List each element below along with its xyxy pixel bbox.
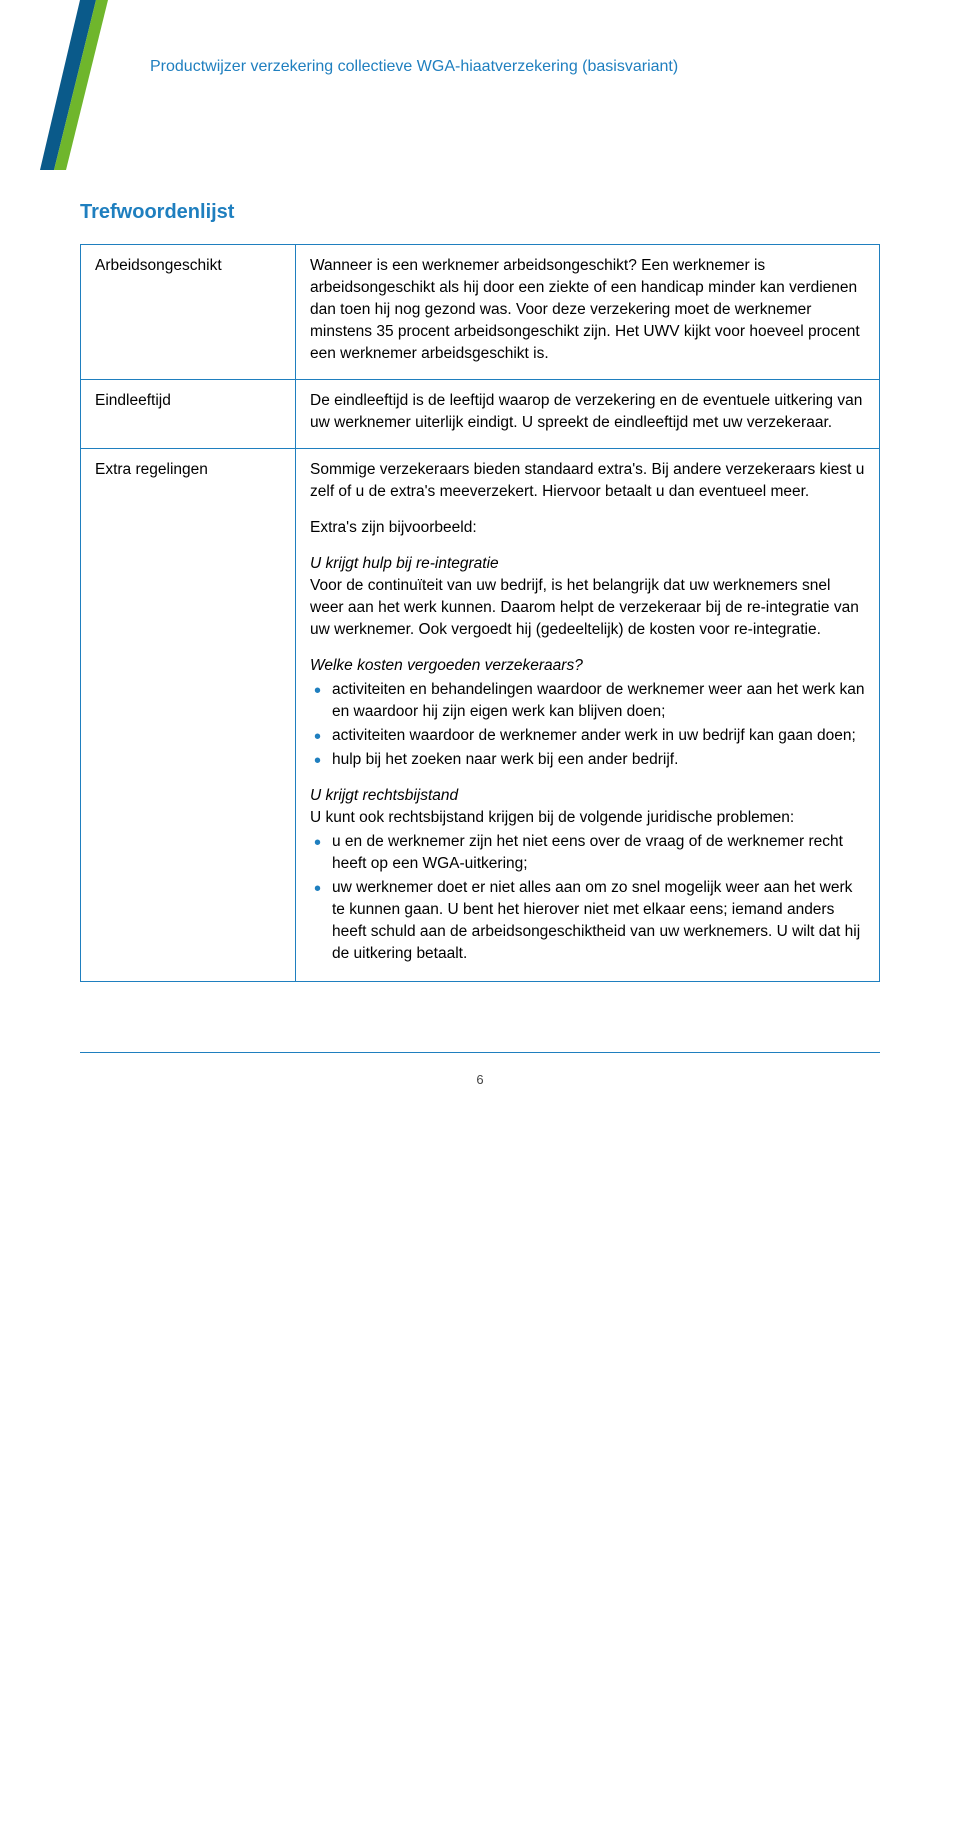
subsection-body: Voor de continuïteit van uw bedrijf, is … (310, 577, 859, 638)
document-page: Productwijzer verzekering collectieve WG… (0, 0, 960, 1130)
glossary-definition: De eindleeftijd is de leeftijd waarop de… (296, 380, 880, 449)
document-title: Productwijzer verzekering collectieve WG… (150, 56, 678, 79)
glossary-term: Eindleeftijd (81, 380, 296, 449)
section-heading: Trefwoordenlijst (80, 198, 880, 226)
table-row: Arbeidsongeschikt Wanneer is een werknem… (81, 245, 880, 380)
footer-divider (80, 1052, 880, 1053)
definition-text: De eindleeftijd is de leeftijd waarop de… (310, 390, 865, 434)
subsection-body: U kunt ook rechtsbijstand krijgen bij de… (310, 809, 794, 826)
list-item: u en de werknemer zijn het niet eens ove… (310, 831, 865, 875)
page-header: Productwijzer verzekering collectieve WG… (80, 48, 880, 158)
definition-text: Extra's zijn bijvoorbeeld: (310, 517, 865, 539)
definition-subsection: U krijgt rechtsbijstand U kunt ook recht… (310, 785, 865, 829)
glossary-definition: Sommige verzekeraars bieden standaard ex… (296, 449, 880, 982)
bullet-list: u en de werknemer zijn het niet eens ove… (310, 831, 865, 965)
list-item: uw werknemer doet er niet alles aan om z… (310, 877, 865, 965)
logo-slash-icon (40, 0, 130, 170)
glossary-term: Arbeidsongeschikt (81, 245, 296, 380)
table-row: Eindleeftijd De eindleeftijd is de leeft… (81, 380, 880, 449)
list-item: hulp bij het zoeken naar werk bij een an… (310, 749, 865, 771)
bullet-list: activiteiten en behandelingen waardoor d… (310, 679, 865, 771)
list-item: activiteiten en behandelingen waardoor d… (310, 679, 865, 723)
subsection-heading: Welke kosten vergoeden verzekeraars? (310, 655, 865, 677)
definition-subsection: U krijgt hulp bij re-integratie Voor de … (310, 553, 865, 641)
glossary-table: Arbeidsongeschikt Wanneer is een werknem… (80, 244, 880, 982)
table-row: Extra regelingen Sommige verzekeraars bi… (81, 449, 880, 982)
definition-text: Sommige verzekeraars bieden standaard ex… (310, 459, 865, 503)
subsection-heading: U krijgt hulp bij re-integratie (310, 555, 499, 572)
glossary-definition: Wanneer is een werknemer arbeidsongeschi… (296, 245, 880, 380)
subsection-heading: U krijgt rechtsbijstand (310, 787, 458, 804)
definition-text: Wanneer is een werknemer arbeidsongeschi… (310, 255, 865, 365)
list-item: activiteiten waardoor de werknemer ander… (310, 725, 865, 747)
glossary-term: Extra regelingen (81, 449, 296, 982)
page-number: 6 (80, 1071, 880, 1089)
